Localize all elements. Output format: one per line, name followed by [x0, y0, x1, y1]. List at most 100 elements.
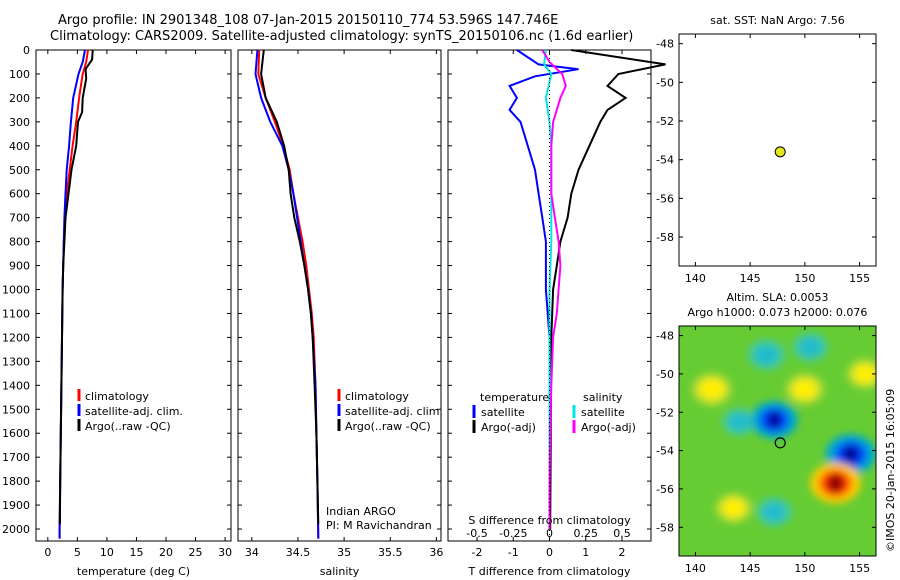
legend-label: satellite [581, 406, 625, 419]
x-tick-label-salinity: -0.5 [466, 527, 487, 540]
sla-heatmap [679, 326, 876, 556]
map-x-tick-label: 155 [849, 562, 870, 575]
map-y-tick-label: -56 [656, 192, 674, 205]
map-title-sla: Altim. SLA: 0.0053 [726, 291, 828, 304]
sla-blob-mid [798, 337, 822, 357]
map-y-tick-label: -50 [656, 368, 674, 381]
legend-label: Argo(-adj) [581, 421, 636, 434]
series-line-2-3 [541, 49, 567, 529]
x-tick-label: 25 [189, 546, 203, 559]
x-tick-label: 30 [218, 546, 232, 559]
x-tick-label: 36 [429, 546, 443, 559]
y-tick-label: 200 [9, 92, 30, 105]
annotation-line: Indian ARGO [326, 505, 396, 518]
x-tick-label: 1 [582, 546, 589, 559]
legend-label: climatology [85, 390, 149, 403]
series-line-1-2 [260, 49, 320, 525]
y-tick-label: 1200 [2, 331, 30, 344]
y-tick-label: 0 [23, 44, 30, 57]
map-x-tick-label: 145 [740, 562, 761, 575]
x-tick-label-salinity: 0.25 [574, 527, 599, 540]
figure-title-line2: Climatology: CARS2009. Satellite-adjuste… [50, 29, 634, 44]
y-tick-label: 1500 [2, 403, 30, 416]
legend-label: satellite [481, 406, 525, 419]
map-x-tick-label: 150 [794, 562, 815, 575]
x-tick-label-salinity: 0 [546, 527, 553, 540]
x-tick-label: 10 [100, 546, 114, 559]
legend-label: satellite-adj. clim. [345, 405, 443, 418]
series-line-2-1 [549, 49, 666, 530]
x-tick-label: 5 [74, 546, 81, 559]
x-tick-label: 35.5 [378, 546, 403, 559]
plot-frame-1 [237, 49, 442, 542]
map-x-tick-label: 150 [794, 272, 815, 285]
watermark: ©IMOS 20-Jan-2015 16:05:09 [884, 388, 897, 552]
x-tick-label: -1 [508, 546, 519, 559]
x-axis-label: T difference from climatology [468, 565, 631, 578]
x-axis-label: salinity [320, 565, 360, 578]
map-y-tick-label: -48 [656, 38, 674, 51]
map-subtitle-sla: Argo h1000: 0.073 h2000: 0.076 [688, 306, 868, 319]
y-tick-label: 1700 [2, 451, 30, 464]
legend-label: climatology [345, 390, 409, 403]
y-tick-label: 800 [9, 236, 30, 249]
legend-label: satellite-adj. clim. [85, 405, 183, 418]
map-y-tick-label: -54 [656, 445, 674, 458]
sla-blob-mid [728, 412, 751, 431]
y-tick-label: 500 [9, 164, 30, 177]
sla-blob-mid [699, 378, 725, 400]
map-x-tick-label: 140 [685, 562, 706, 575]
y-tick-label: 1800 [2, 475, 30, 488]
sla-blob-core [843, 445, 859, 464]
legend-title: temperature [480, 391, 549, 404]
map-y-tick-label: -58 [656, 521, 674, 534]
argo-position-marker [774, 146, 786, 158]
map-y-tick-label: -52 [656, 115, 674, 128]
sla-blob-core [767, 411, 782, 429]
map-x-tick-label: 145 [740, 272, 761, 285]
map-y-tick-label: -48 [656, 330, 674, 343]
map-title-sst: sat. SST: NaN Argo: 7.56 [710, 14, 844, 27]
x-axis-label-salinity: S difference from climatology [468, 514, 631, 527]
map-y-tick-label: -50 [656, 76, 674, 89]
x-tick-label-salinity: 0.5 [613, 527, 631, 540]
y-tick-label: 1600 [2, 427, 30, 440]
x-tick-label: 15 [129, 546, 143, 559]
x-tick-label: 20 [159, 546, 173, 559]
x-tick-label: 34.5 [286, 546, 311, 559]
x-axis-label: temperature (deg C) [77, 565, 190, 578]
map-y-tick-label: -52 [656, 406, 674, 419]
legend-label: Argo(..raw -QC) [85, 420, 171, 433]
y-tick-label: 1900 [2, 499, 30, 512]
legend-label: Argo(..raw -QC) [345, 420, 431, 433]
map-frame-4 [678, 325, 877, 557]
figure-title-line1: Argo profile: IN 2901348_108 07-Jan-2015… [58, 13, 559, 28]
map-y-tick-label: -56 [656, 483, 674, 496]
x-tick-label-salinity: -0.25 [499, 527, 527, 540]
y-tick-label: 1400 [2, 379, 30, 392]
y-tick-label: 2000 [2, 523, 30, 536]
y-tick-label: 1000 [2, 284, 30, 297]
y-tick-label: 1100 [2, 307, 30, 320]
map-y-tick-label: -54 [656, 154, 674, 167]
x-tick-label: 0 [546, 546, 553, 559]
sla-blob-mid [853, 364, 876, 384]
sla-blob-mid [754, 344, 779, 365]
y-tick-label: 600 [9, 188, 30, 201]
y-tick-label: 400 [9, 140, 30, 153]
x-tick-label: 34 [245, 546, 259, 559]
y-tick-label: 100 [9, 68, 30, 81]
annotation-line: PI: M Ravichandran [326, 519, 432, 532]
sla-blob-mid [722, 498, 746, 518]
map-x-tick-label: 155 [849, 272, 870, 285]
map-frame-3 [678, 33, 877, 267]
plot-frame-0 [35, 49, 232, 542]
legend-title: salinity [583, 391, 623, 404]
y-tick-label: 300 [9, 116, 30, 129]
map-y-tick-label: -58 [656, 231, 674, 244]
y-tick-label: 1300 [2, 355, 30, 368]
legend-label: Argo(-adj) [481, 421, 536, 434]
sla-blobs [692, 332, 876, 527]
x-tick-label: -2 [472, 546, 483, 559]
sla-blob-mid [762, 502, 786, 522]
